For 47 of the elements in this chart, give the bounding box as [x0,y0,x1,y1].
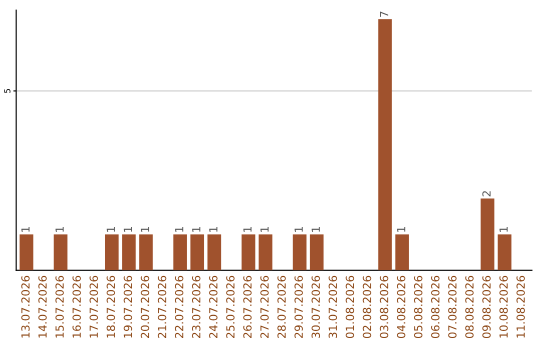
data-label: 1 [397,226,406,232]
x-tick-label: 03.08.2026 [380,276,388,338]
data-label: 1 [312,226,320,232]
x-tick-label: 22.07.2026 [174,276,184,338]
x-tick-label: 29.07.2026 [294,276,303,338]
data-label: 1 [175,226,184,232]
x-tick-label: 04.08.2026 [396,276,406,338]
data-label: 1 [140,226,150,232]
y-tick-label: 5 [4,89,10,93]
data-label: 2 [482,191,491,196]
x-tick-label: 20.07.2026 [140,276,150,338]
data-label: 1 [21,226,30,232]
data-label: 1 [260,226,269,232]
x-tick-label: 08.08.2026 [465,276,474,338]
x-tick-label: 28.07.2026 [277,276,286,338]
x-tick-label: 16.07.2026 [72,276,81,338]
data-label: 1 [124,226,132,232]
x-tick-label: 06.08.2026 [431,276,440,338]
x-tick-label: 21.07.2026 [158,276,166,338]
x-tick-label: 01.08.2026 [346,276,354,338]
x-tick-label: 23.07.2026 [192,276,200,338]
x-tick-label: 09.08.2026 [482,276,491,338]
data-label: 1 [243,226,252,232]
data-label: 7 [380,12,388,17]
x-tick-label: 05.08.2026 [414,276,422,338]
data-label: 1 [209,226,218,232]
x-tick-label: 10.08.2026 [499,276,508,338]
x-tick-label: 07.08.2026 [448,276,457,338]
x-tick-label: 31.07.2026 [328,276,338,338]
x-tick-label: 18.07.2026 [106,276,116,338]
x-tick-label: 30.07.2026 [312,276,320,338]
data-label: 1 [56,226,64,232]
data-label: 1 [500,226,508,232]
x-tick-label: 17.07.2026 [90,276,98,338]
x-tick-label: 19.07.2026 [124,276,132,338]
x-tick-label: 11.08.2026 [516,276,525,338]
x-tick-label: 02.08.2026 [362,276,372,338]
data-label: 1 [106,226,115,232]
x-tick-label: 15.07.2026 [55,276,64,338]
x-tick-label: 27.07.2026 [260,276,269,338]
data-label: 1 [294,226,303,232]
x-tick-label: 24.07.2026 [209,276,218,338]
x-tick-label: 25.07.2026 [226,276,235,338]
x-tick-label: 14.07.2026 [38,276,47,338]
data-label: 1 [192,226,200,232]
x-tick-label: 13.07.2026 [21,276,30,338]
x-tick-label: 26.07.2026 [243,276,252,338]
